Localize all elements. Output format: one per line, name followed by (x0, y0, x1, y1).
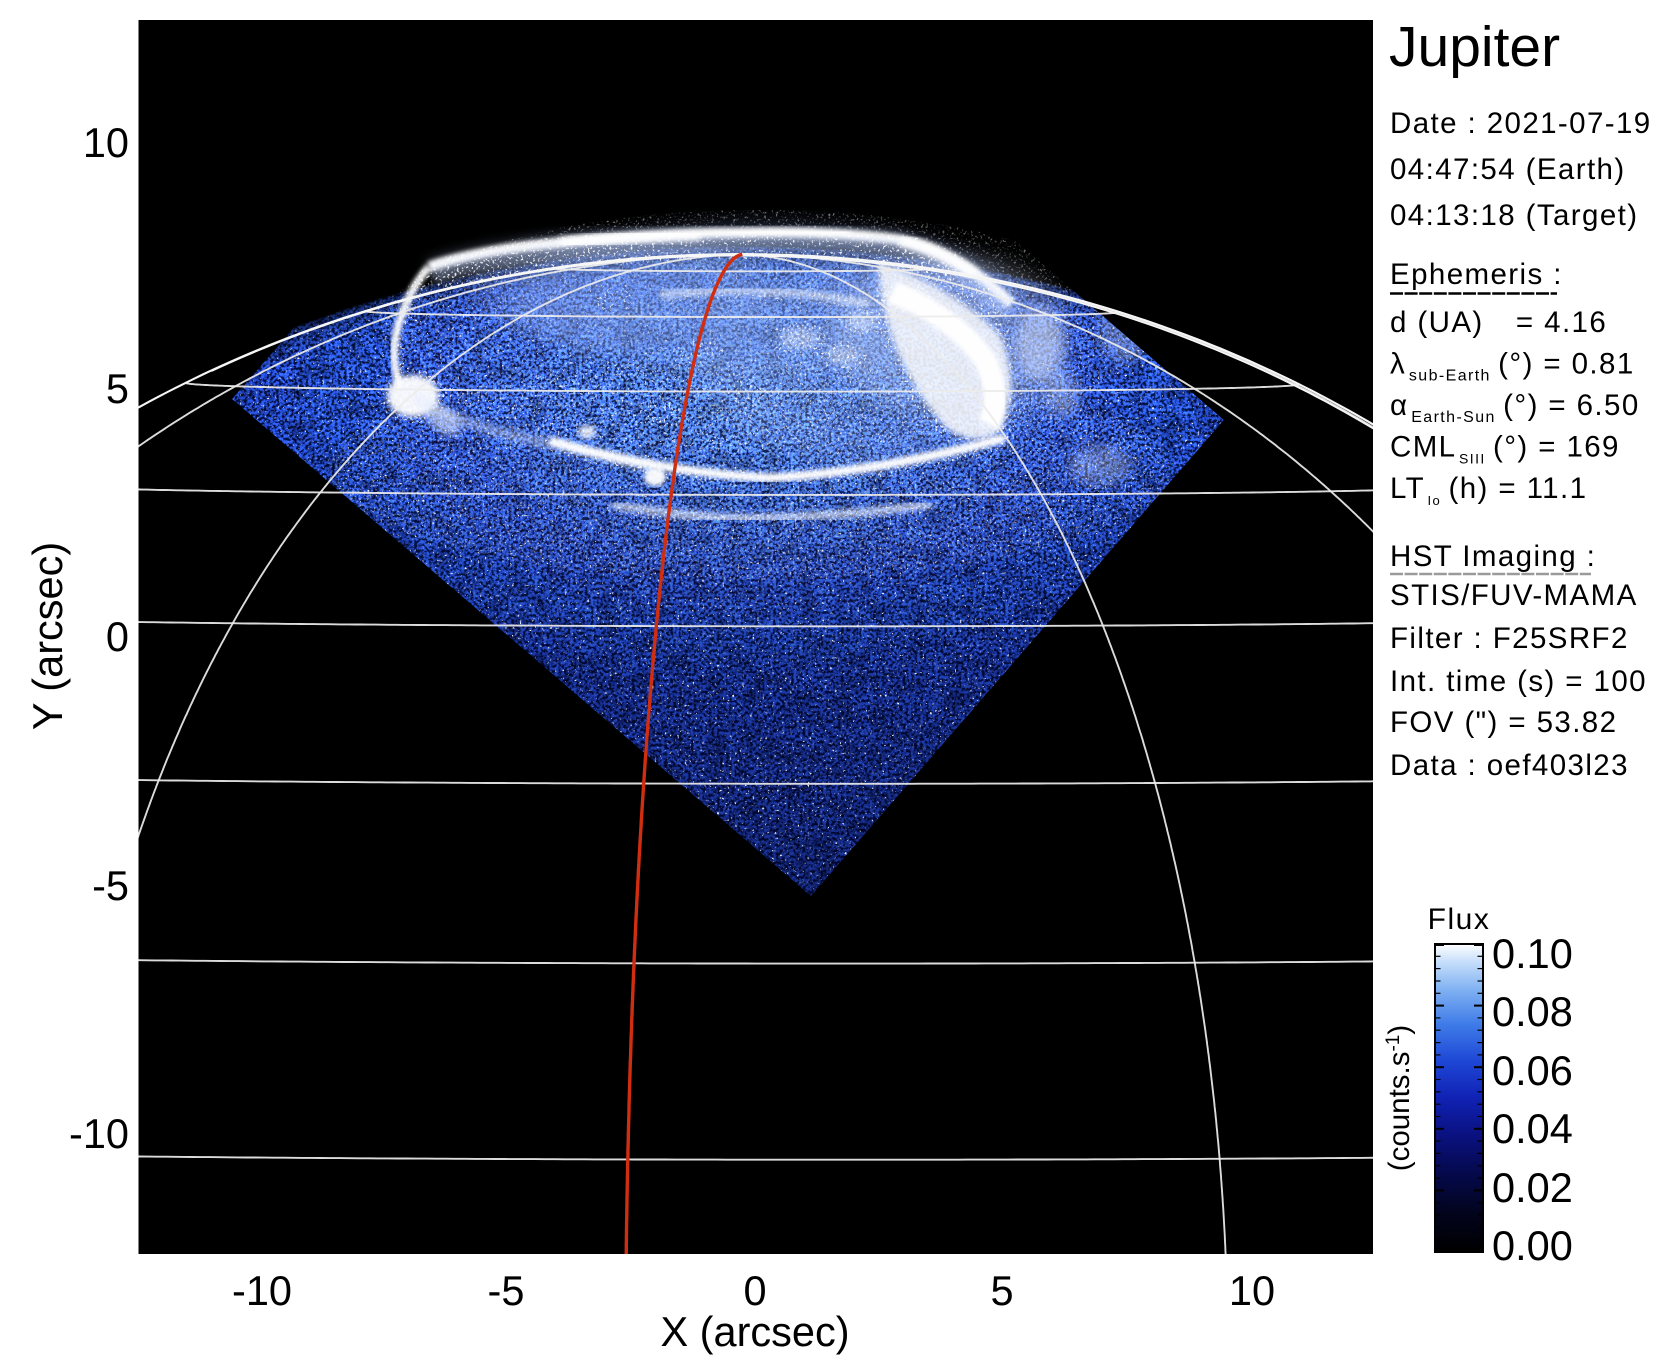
svg-text:Jupiter: Jupiter (1389, 15, 1560, 79)
svg-text:Flux: Flux (1428, 903, 1491, 936)
svg-text:04:13:18 (Target): 04:13:18 (Target) (1390, 199, 1638, 232)
svg-text:0.00: 0.00 (1492, 1222, 1573, 1269)
svg-text:5: 5 (990, 1267, 1013, 1314)
svg-text:0.02: 0.02 (1492, 1164, 1573, 1211)
svg-text:-10: -10 (232, 1267, 292, 1314)
svg-text:(counts.s-1): (counts.s-1) (1383, 1025, 1416, 1171)
svg-text:0.06: 0.06 (1492, 1047, 1573, 1094)
svg-text:Ephemeris :: Ephemeris : (1390, 258, 1563, 291)
svg-text:CML SIII (°) = 169: CML SIII (°) = 169 (1390, 431, 1620, 467)
svg-text:0: 0 (106, 613, 129, 660)
svg-text:0: 0 (743, 1267, 766, 1314)
svg-text:10: 10 (83, 119, 129, 166)
svg-text:0.08: 0.08 (1492, 988, 1573, 1035)
svg-text:HST Imaging :: HST Imaging : (1390, 540, 1596, 573)
svg-text:Date : 2021-07-19: Date : 2021-07-19 (1390, 107, 1652, 140)
svg-text:λ sub-Earth (°) = 0.81: λ sub-Earth (°) = 0.81 (1390, 348, 1635, 385)
svg-text:5: 5 (106, 365, 129, 412)
svg-text:STIS/FUV-MAMA: STIS/FUV-MAMA (1390, 579, 1638, 612)
svg-text:04:47:54 (Earth): 04:47:54 (Earth) (1390, 153, 1626, 186)
svg-text:α Earth-Sun (°) = 6.50: α Earth-Sun (°) = 6.50 (1390, 389, 1640, 426)
svg-text:Int. time (s) = 100: Int. time (s) = 100 (1390, 665, 1647, 698)
svg-text:Filter : F25SRF2: Filter : F25SRF2 (1390, 622, 1629, 655)
svg-text:X (arcsec): X (arcsec) (660, 1308, 849, 1355)
svg-text:d (UA) = 4.16: d (UA) = 4.16 (1390, 306, 1607, 339)
svg-text:10: 10 (1229, 1267, 1275, 1314)
svg-text:0.10: 0.10 (1492, 930, 1573, 977)
svg-text:Data : oef403l23: Data : oef403l23 (1390, 749, 1629, 782)
svg-text:FOV (") = 53.82: FOV (") = 53.82 (1390, 706, 1617, 739)
svg-text:-5: -5 (92, 862, 129, 909)
svg-text:Y (arcsec): Y (arcsec) (24, 542, 71, 730)
svg-text:-10: -10 (69, 1110, 129, 1157)
svg-text:0.04: 0.04 (1492, 1105, 1573, 1152)
svg-text:LT Io (h) = 11.1: LT Io (h) = 11.1 (1390, 472, 1587, 508)
svg-text:-5: -5 (488, 1267, 525, 1314)
